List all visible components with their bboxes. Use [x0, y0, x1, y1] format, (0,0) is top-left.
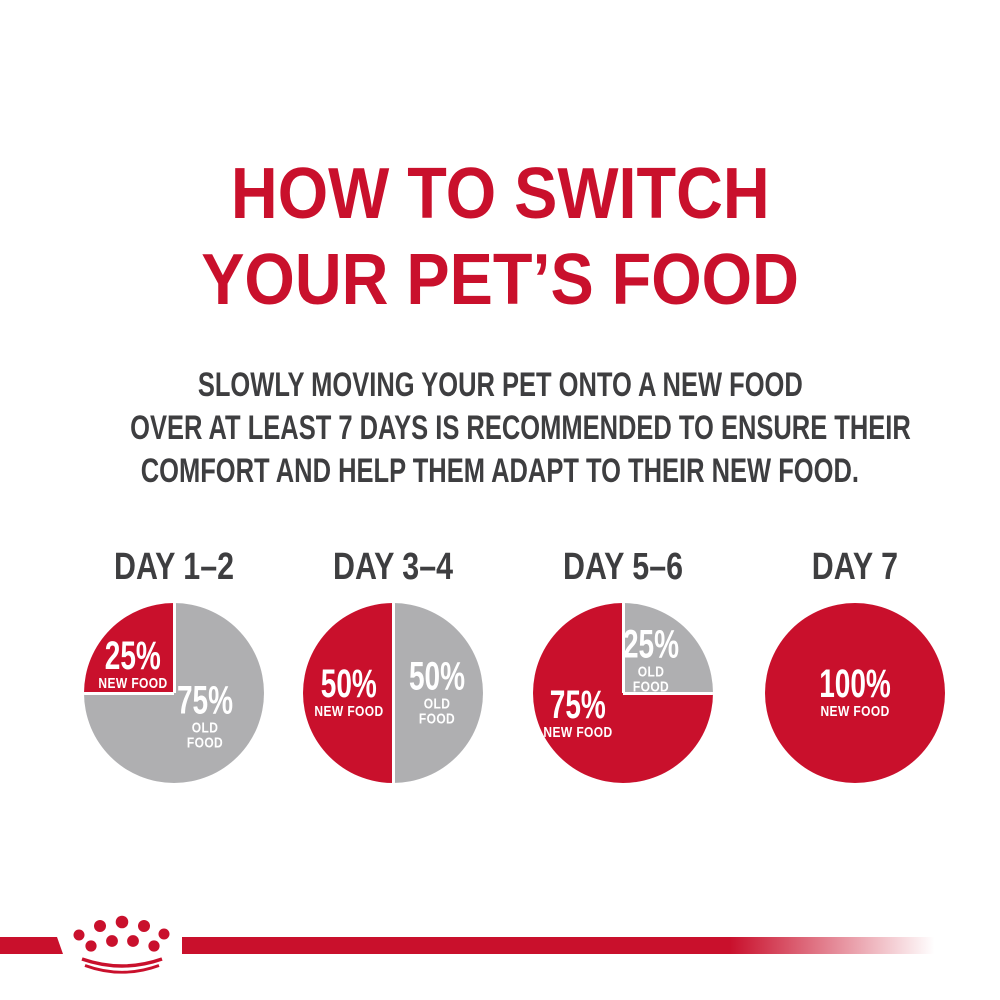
day-1-2-column: DAY 1–2 25% NEW FOOD 75% OLD FOOD: [79, 548, 269, 783]
slice-label-new-food: 25% NEW FOOD: [98, 634, 168, 692]
royal-canin-crown-icon: [73, 915, 170, 974]
pie-chart-day-7: 100% NEW FOOD: [765, 603, 945, 783]
intro-text-line-1: SLOWLY MOVING YOUR PET ONTO A NEW FOOD: [197, 366, 803, 404]
slice-divider: [621, 603, 625, 693]
slice-divider: [172, 603, 176, 693]
slice-divider: [623, 691, 713, 695]
intro-text: SLOWLY MOVING YOUR PET ONTO A NEW FOOD O…: [0, 364, 1000, 493]
day-1-2-heading: DAY 1–2: [113, 546, 234, 588]
day-7-column: DAY 7 100% NEW FOOD: [760, 548, 950, 783]
day-7-heading: DAY 7: [811, 546, 899, 588]
slice-divider: [391, 603, 395, 783]
slice-label-new-food: 100% NEW FOOD: [819, 662, 891, 720]
slice-divider: [84, 691, 174, 695]
day-3-4-heading: DAY 3–4: [332, 546, 453, 588]
pie-chart-day-5-6: 25% OLD FOOD 75% NEW FOOD: [533, 603, 713, 783]
day-3-4-column: DAY 3–4 50% NEW FOOD 50% OLD FOOD: [298, 548, 488, 783]
slice-label-old-food: 50% OLD FOOD: [408, 654, 466, 728]
slice-label-new-food: 50% NEW FOOD: [314, 662, 384, 720]
day-5-6-column: DAY 5–6 25% OLD FOOD 75% NEW FOOD: [528, 548, 718, 783]
title-line-2: YOUR PET’S FOOD: [201, 240, 799, 321]
slice-label-old-food: 75% OLD FOOD: [176, 678, 234, 752]
slice-label-new-food: 75% NEW FOOD: [543, 683, 613, 741]
pie-chart-day-3-4: 50% NEW FOOD 50% OLD FOOD: [303, 603, 483, 783]
page-title: HOW TO SWITCH YOUR PET’S FOOD: [0, 151, 1000, 323]
title-line-1: HOW TO SWITCH: [230, 154, 770, 235]
intro-text-line-2: OVER AT LEAST 7 DAYS IS RECOMMENDED TO E…: [130, 409, 911, 447]
day-5-6-heading: DAY 5–6: [562, 546, 683, 588]
intro-text-line-3: COMFORT AND HELP THEM ADAPT TO THEIR NEW…: [140, 452, 860, 490]
brand-bar-right: [182, 937, 1000, 954]
pie-chart-day-1-2: 25% NEW FOOD 75% OLD FOOD: [84, 603, 264, 783]
brand-bar-left: [0, 937, 63, 954]
